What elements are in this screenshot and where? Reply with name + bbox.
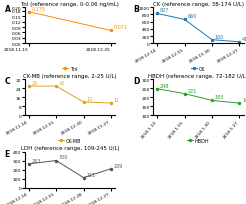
Text: A: A — [5, 5, 11, 14]
Text: 221: 221 — [187, 88, 197, 93]
Text: 0.175: 0.175 — [31, 7, 46, 12]
Text: 100: 100 — [215, 34, 224, 39]
Legend: CK-MB: CK-MB — [59, 138, 81, 143]
Text: 168: 168 — [242, 98, 246, 103]
Text: 827: 827 — [160, 8, 169, 13]
Title: CK (reference range, 38-174 U/L): CK (reference range, 38-174 U/L) — [153, 2, 244, 7]
Text: 111: 111 — [86, 172, 96, 177]
Text: 263: 263 — [31, 158, 41, 163]
Text: 26: 26 — [59, 81, 65, 86]
Text: 209: 209 — [114, 163, 123, 168]
Legend: TnI: TnI — [62, 66, 77, 71]
Text: 26: 26 — [31, 81, 38, 86]
Text: 12: 12 — [86, 96, 92, 101]
Text: 41: 41 — [242, 37, 246, 41]
Text: E: E — [5, 149, 10, 158]
Text: B: B — [133, 5, 139, 14]
Title: LDH (reference range, 109-245 U/L): LDH (reference range, 109-245 U/L) — [20, 146, 119, 151]
Text: 0.071: 0.071 — [114, 25, 128, 30]
Title: CK-MB (reference range, 2-25 U/L): CK-MB (reference range, 2-25 U/L) — [23, 74, 117, 79]
Text: C: C — [5, 77, 10, 86]
Text: 11: 11 — [114, 98, 120, 102]
Text: 248: 248 — [160, 83, 169, 88]
Title: TnI (reference range, 0-0.06 ng/mL): TnI (reference range, 0-0.06 ng/mL) — [20, 2, 119, 7]
Text: 183: 183 — [215, 95, 224, 100]
Text: 660: 660 — [187, 14, 197, 19]
Legend: CK: CK — [191, 66, 205, 71]
Title: HBDH (reference range, 72-182 U/L): HBDH (reference range, 72-182 U/L) — [148, 74, 246, 79]
Legend: HBDH: HBDH — [187, 138, 209, 143]
Text: 300: 300 — [59, 155, 68, 160]
Text: D: D — [133, 77, 139, 86]
